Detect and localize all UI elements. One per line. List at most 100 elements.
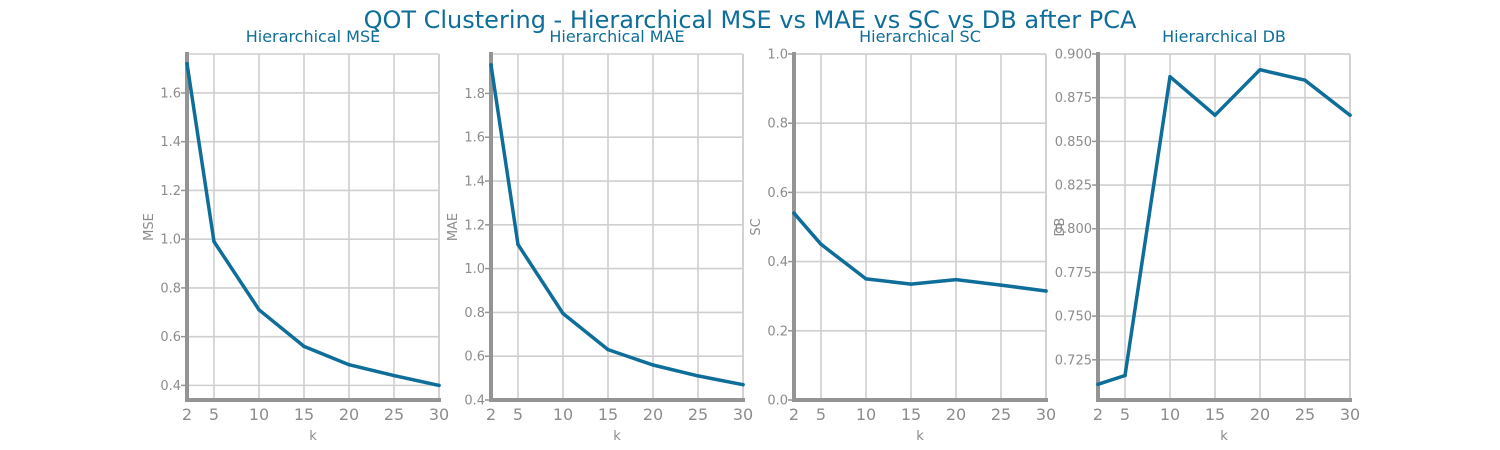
panel-mae: 2 5 10 15 20 25 30 0.4 0.6 0.8 1.0 1.2 1.4 1.6 1.8 Hier… — [446, 27, 753, 444]
mse-y-tick-label: 0.8 — [160, 281, 181, 296]
mae-x-tick-label: 5 — [513, 405, 523, 424]
mse-data-point — [212, 239, 216, 244]
sc-x-tick-label: 20 — [946, 405, 966, 424]
db-y-tick-label: 0.800 — [1055, 222, 1092, 237]
db-data-point — [1303, 78, 1307, 82]
mae-data-point — [651, 363, 655, 367]
mae-x-tick-label: 15 — [598, 405, 618, 424]
mae-y-tick-label: 0.8 — [464, 306, 485, 321]
panel-mse: 2 5 10 15 20 25 30 0.4 0.6 0.8 1.0 1.2 1.4 1.6 Hierarc… — [142, 27, 449, 444]
mse-y-axis-label: MSE — [142, 213, 157, 241]
db-x-tick-label: 2 — [1093, 405, 1103, 424]
mse-data-point — [185, 61, 189, 66]
db-x-tick-label: 10 — [1160, 405, 1180, 424]
db-y-tick-label: 0.875 — [1055, 91, 1092, 106]
panel-sc: 2 5 10 15 20 25 30 0.0 0.2 0.4 0.6 0.8 1.0 Hierarchic… — [749, 27, 1056, 444]
mae-x-tick-label: 20 — [643, 405, 663, 424]
mse-x-tick-label: 20 — [339, 405, 359, 424]
sc-x-tick-label: 30 — [1036, 405, 1056, 424]
sc-data-point — [954, 277, 958, 282]
sc-x-tick-label: 2 — [789, 405, 799, 424]
db-y-tick-label: 0.900 — [1055, 48, 1092, 63]
db-data-point — [1168, 74, 1172, 79]
mae-x-tick-label: 2 — [486, 405, 496, 424]
db-data-point — [1348, 113, 1352, 117]
mae-data-point — [696, 374, 700, 378]
mae-y-tick-label: 0.4 — [464, 394, 485, 409]
db-y-tick-label: 0.850 — [1055, 135, 1092, 150]
db-x-tick-label: 25 — [1295, 405, 1315, 424]
sc-series-line — [792, 211, 1048, 293]
db-series-line — [1096, 67, 1352, 387]
sc-x-tick-label: 10 — [856, 405, 876, 424]
mae-data-point — [489, 63, 493, 67]
mae-y-tick-label: 1.2 — [464, 218, 485, 233]
mae-y-tick-label: 0.6 — [464, 350, 485, 365]
mse-y-tick-label: 0.4 — [160, 379, 181, 394]
mse-x-axis-label: k — [309, 429, 317, 444]
mse-data-point — [302, 344, 306, 349]
mse-y-tick-label: 1.6 — [160, 86, 181, 101]
sc-y-axis-label: SC — [749, 218, 764, 235]
mse-data-point — [347, 362, 351, 367]
db-data-point — [1123, 373, 1127, 378]
sc-y-tick-label: 0.6 — [767, 186, 788, 201]
sc-panel-title: Hierarchical SC — [859, 27, 981, 46]
db-x-tick-label: 15 — [1205, 405, 1225, 424]
mse-y-tick-label: 0.6 — [160, 330, 181, 345]
mae-y-axis-label: MAE — [446, 213, 461, 241]
sc-data-point — [999, 283, 1003, 287]
mae-x-tick-label: 25 — [688, 405, 708, 424]
sc-x-axis-label: k — [916, 429, 924, 444]
db-x-tick-label: 30 — [1340, 405, 1360, 424]
mae-data-point — [606, 347, 610, 352]
mse-x-tick-label: 5 — [209, 405, 219, 424]
sc-data-point — [909, 282, 913, 286]
mae-y-tick-label: 1.6 — [464, 131, 485, 146]
db-x-tick-label: 5 — [1120, 405, 1130, 424]
mse-panel-title: Hierarchical MSE — [246, 27, 381, 46]
db-data-point — [1213, 113, 1217, 117]
mae-x-axis-label: k — [613, 429, 621, 444]
mae-data-point — [561, 311, 565, 316]
mse-y-tick-label: 1.4 — [160, 135, 181, 150]
mse-x-tick-label: 30 — [429, 405, 449, 424]
mae-x-tick-label: 10 — [553, 405, 573, 424]
sc-y-tick-label: 1.0 — [767, 48, 788, 63]
mse-data-point — [392, 373, 396, 378]
db-panel-title: Hierarchical DB — [1162, 27, 1286, 46]
sc-data-point — [819, 242, 823, 247]
mse-x-tick-label: 10 — [249, 405, 269, 424]
sc-x-tick-label: 15 — [901, 405, 921, 424]
db-y-tick-label: 0.750 — [1055, 310, 1092, 325]
sc-data-point — [864, 277, 868, 281]
panel-db: 2 5 10 15 20 25 30 0.725 0.750 0.775 0.800 0.825 0.8… — [1053, 27, 1360, 444]
sc-data-point — [792, 211, 796, 215]
mae-x-tick-label: 30 — [733, 405, 753, 424]
sc-x-tick-label: 5 — [816, 405, 826, 424]
sc-y-tick-label: 0.0 — [767, 394, 788, 409]
mse-y-tick-label: 1.0 — [160, 233, 181, 248]
figure-title: QOT Clustering - Hierarchical MSE vs MAE… — [364, 6, 1137, 34]
mae-data-point — [516, 242, 520, 247]
mse-data-point — [257, 308, 261, 312]
db-x-axis-label: k — [1220, 429, 1228, 444]
sc-data-point — [1044, 289, 1048, 293]
sc-y-tick-label: 0.8 — [767, 117, 788, 132]
sc-x-tick-label: 25 — [991, 405, 1011, 424]
mae-y-tick-label: 1.4 — [464, 175, 485, 190]
mse-x-tick-label: 25 — [384, 405, 404, 424]
mae-panel-title: Hierarchical MAE — [549, 27, 684, 46]
db-y-axis-label: DB — [1053, 218, 1068, 237]
mae-y-tick-label: 1.8 — [464, 87, 485, 102]
mse-x-tick-label: 2 — [182, 405, 192, 424]
mse-x-tick-label: 15 — [294, 405, 314, 424]
db-x-tick-label: 20 — [1250, 405, 1270, 424]
mse-y-tick-label: 1.2 — [160, 184, 181, 199]
sc-y-tick-label: 0.4 — [767, 255, 788, 270]
db-y-tick-label: 0.825 — [1055, 179, 1092, 194]
mse-data-point — [437, 383, 441, 388]
db-y-tick-label: 0.775 — [1055, 266, 1092, 281]
mae-y-tick-label: 1.0 — [464, 262, 485, 277]
